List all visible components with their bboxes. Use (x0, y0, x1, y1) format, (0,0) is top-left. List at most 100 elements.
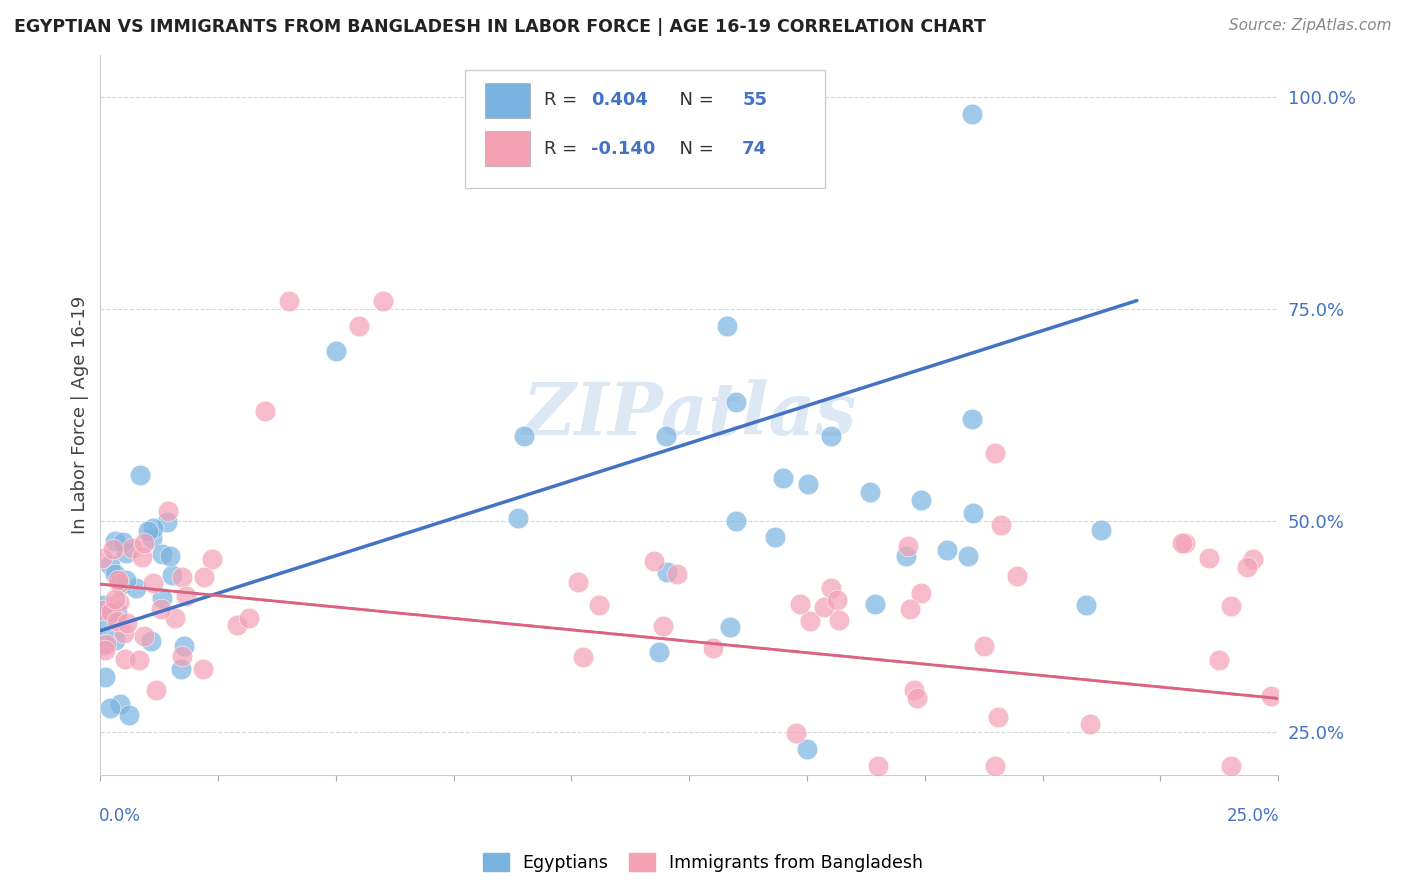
Point (101, 542, 124, 557)
Point (651, 619, 673, 633)
Point (903, 683, 925, 698)
Point (513, 429, 536, 443)
Point (150, 548, 173, 562)
Point (984, 446, 1007, 460)
Point (648, 645, 671, 659)
Point (910, 586, 932, 600)
Point (914, 827, 936, 841)
Point (149, 602, 172, 616)
Text: 0.404: 0.404 (592, 92, 648, 110)
Point (897, 539, 920, 553)
Point (1074, 598, 1097, 612)
Text: R =: R = (544, 140, 583, 158)
Point (110, 697, 132, 711)
Point (150, 591, 173, 606)
Point (134, 629, 156, 643)
Point (571, 650, 593, 665)
Text: N =: N = (668, 140, 720, 158)
Point (820, 429, 842, 443)
Text: EGYPTIAN VS IMMIGRANTS FROM BANGLADESH IN LABOR FORCE | AGE 16-19 CORRELATION CH: EGYPTIAN VS IMMIGRANTS FROM BANGLADESH I… (14, 18, 986, 36)
Point (718, 620, 741, 634)
Point (112, 534, 135, 549)
Point (91, 550, 114, 565)
Point (984, 759, 1007, 773)
Text: 25.0%: 25.0% (1227, 807, 1279, 825)
Point (1220, 599, 1243, 614)
Point (910, 492, 932, 507)
Point (94, 643, 117, 657)
Point (98, 701, 121, 715)
Point (1005, 569, 1028, 583)
Point (156, 515, 179, 529)
Point (139, 633, 162, 648)
Point (725, 514, 748, 528)
Point (129, 467, 152, 482)
Point (142, 576, 165, 591)
Point (107, 573, 129, 587)
Point (716, 318, 738, 333)
Point (567, 574, 589, 589)
Text: -0.140: -0.140 (592, 140, 655, 158)
Point (131, 550, 153, 565)
Point (1260, 689, 1282, 703)
Point (796, 742, 818, 756)
Point (1241, 551, 1264, 566)
Point (145, 683, 167, 698)
Point (588, 598, 610, 612)
Point (170, 661, 193, 675)
Point (1198, 551, 1220, 566)
Point (957, 549, 980, 564)
Point (277, 293, 299, 308)
Text: ZIPatlas: ZIPatlas (522, 379, 856, 450)
Point (859, 485, 882, 500)
Point (125, 582, 148, 596)
Point (1236, 560, 1258, 574)
Point (865, 597, 887, 611)
Point (655, 566, 678, 580)
Point (894, 549, 917, 564)
Point (193, 570, 215, 584)
Point (114, 652, 136, 666)
Point (156, 504, 179, 518)
Point (93, 638, 115, 652)
Point (1220, 759, 1243, 773)
Point (825, 593, 848, 607)
Point (115, 573, 138, 587)
Point (104, 567, 127, 582)
Point (990, 518, 1012, 533)
Point (828, 613, 851, 627)
Point (100, 606, 122, 620)
FancyBboxPatch shape (465, 70, 825, 188)
Point (654, 429, 676, 443)
Point (93, 670, 115, 684)
Point (118, 707, 141, 722)
Point (94, 637, 117, 651)
Point (107, 595, 129, 609)
Point (104, 592, 127, 607)
Point (797, 477, 820, 491)
Point (112, 626, 135, 640)
Point (799, 614, 821, 628)
Point (973, 639, 995, 653)
Point (513, 861, 536, 875)
Point (128, 653, 150, 667)
Point (104, 633, 127, 648)
Point (1171, 535, 1194, 549)
Point (665, 567, 688, 582)
Point (225, 617, 247, 632)
Text: Source: ZipAtlas.com: Source: ZipAtlas.com (1229, 18, 1392, 33)
Point (191, 662, 214, 676)
Point (121, 541, 143, 555)
Point (141, 532, 163, 546)
Point (115, 615, 138, 630)
Text: 0.0%: 0.0% (100, 807, 141, 825)
FancyBboxPatch shape (485, 83, 530, 118)
Point (905, 690, 928, 705)
Point (960, 107, 983, 121)
Point (785, 726, 807, 740)
Point (789, 598, 811, 612)
Point (107, 575, 129, 590)
Point (254, 403, 277, 417)
Point (987, 710, 1010, 724)
Text: R =: R = (544, 92, 583, 110)
